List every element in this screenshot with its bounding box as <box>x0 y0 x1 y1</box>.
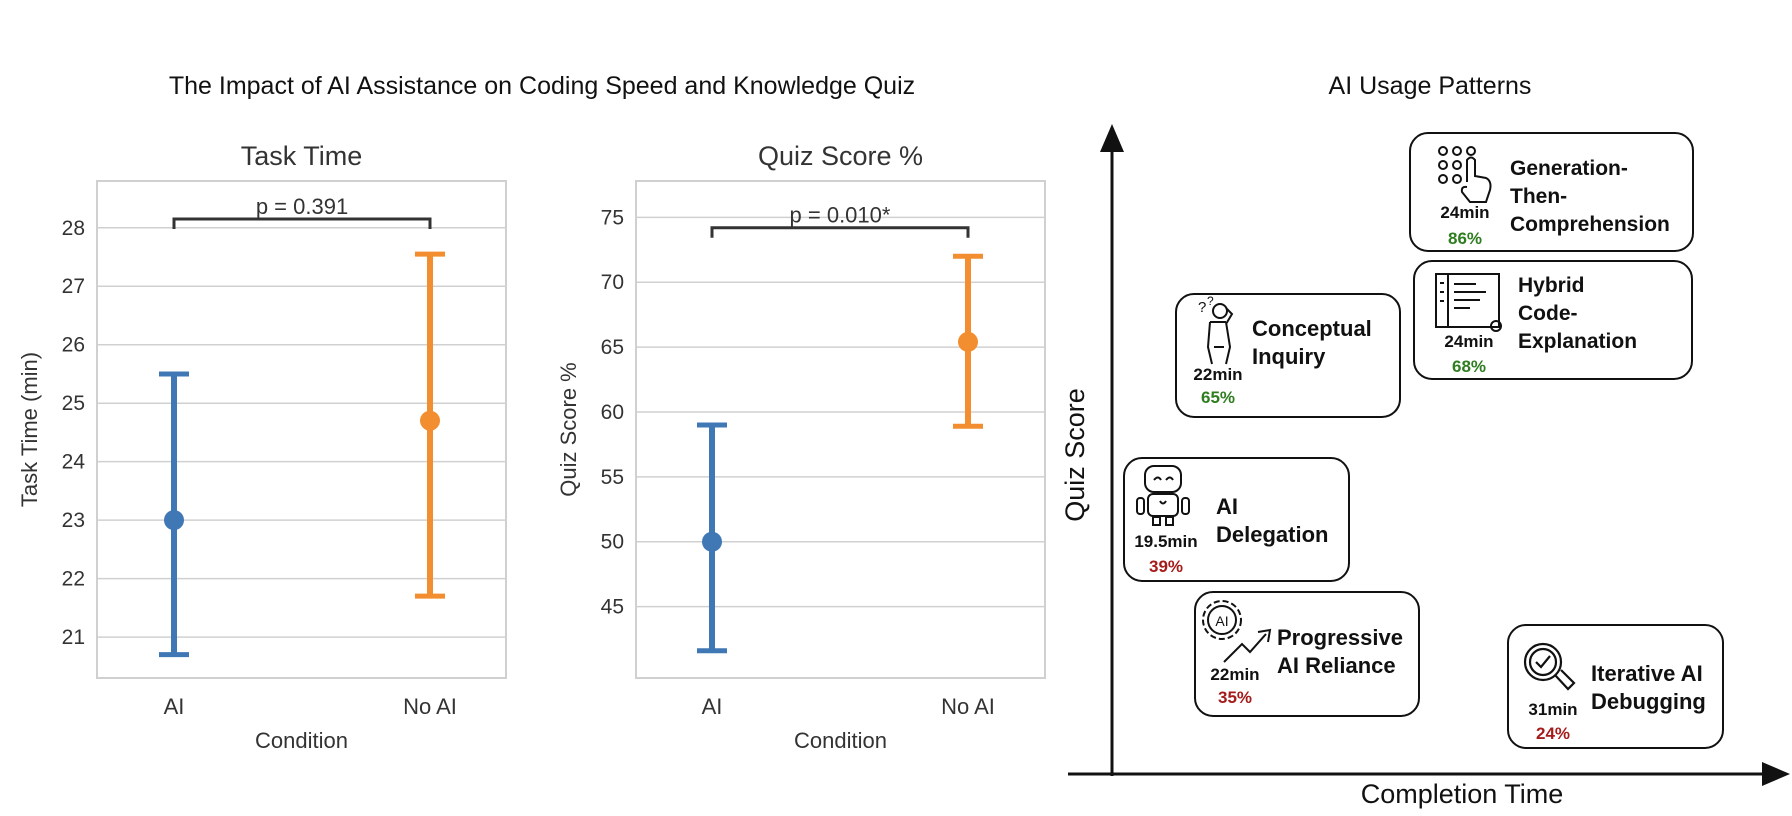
svg-text:?: ? <box>1207 294 1214 308</box>
y-tick-label: 50 <box>601 531 624 554</box>
usage-card: Progressive AI Reliance 22min 35% <box>1194 591 1420 717</box>
usage-card-label: Explanation <box>1518 330 1637 353</box>
y-tick-label: 55 <box>601 466 624 489</box>
figure-left-title: The Impact of AI Assistance on Coding Sp… <box>169 72 915 100</box>
quiz-chart-title: Quiz Score % <box>758 141 923 171</box>
usage-card-label: Then- <box>1510 185 1567 208</box>
y-tick-label: 23 <box>62 509 85 532</box>
y-tick-label: 70 <box>601 271 624 294</box>
y-tick-label: 27 <box>62 275 85 298</box>
usage-card-score: 35% <box>1218 688 1252 707</box>
usage-card-label: Inquiry <box>1252 344 1326 369</box>
usage-card-label: Iterative AI <box>1591 661 1703 686</box>
mean-point <box>958 331 978 352</box>
x-tick-label: AI <box>164 694 185 719</box>
thinking-person-icon: ? ? <box>1198 294 1234 365</box>
usage-card-box <box>1413 260 1693 380</box>
y-tick-label: 24 <box>62 451 86 474</box>
usage-card-time: 24min <box>1444 332 1493 351</box>
quiz-y-axis-label: Quiz Score % <box>556 362 581 497</box>
usage-card-score: 24% <box>1536 724 1570 743</box>
usage-card-box <box>1175 293 1401 418</box>
y-tick-label: 45 <box>601 596 624 619</box>
usage-card: Conceptual Inquiry 22min 65% <box>1175 293 1401 418</box>
mean-point <box>420 410 440 431</box>
p-value-annotation: p = 0.010* <box>790 203 891 228</box>
dots-hand-icon <box>1438 146 1492 203</box>
magnifier-check-icon <box>1523 642 1576 691</box>
y-tick-label: 25 <box>62 392 85 415</box>
y-tick-label: 22 <box>62 568 85 591</box>
usage-card-time: 22min <box>1210 665 1259 684</box>
document-icon <box>1435 273 1502 332</box>
usage-card-box <box>1123 457 1350 582</box>
usage-card-box <box>1507 624 1724 749</box>
usage-card-label: Comprehension <box>1510 213 1670 236</box>
usage-card-label: Generation- <box>1510 157 1628 180</box>
x-axis-arrowhead <box>1762 762 1790 786</box>
usage-card-time: 22min <box>1193 365 1242 384</box>
significance-bracket <box>172 217 432 230</box>
usage-card-label: Conceptual <box>1252 316 1372 341</box>
task-time-panel: 21 22 23 24 25 26 27 28 Task Time Condition Task T… <box>17 141 507 753</box>
usage-card-box <box>1194 591 1420 717</box>
usage-card: AI Delegation 19.5min 39% <box>1123 457 1350 582</box>
usage-card-time: 31min <box>1528 700 1577 719</box>
y-tick-label: 60 <box>601 401 624 424</box>
usage-card-score: 86% <box>1448 229 1482 248</box>
usage-card-label: Debugging <box>1591 689 1706 714</box>
quiz-x-axis-label: Condition <box>794 728 887 753</box>
y-tick-label: 75 <box>601 206 624 229</box>
y-tick-label: 26 <box>62 334 85 357</box>
usage-card-label: Delegation <box>1216 522 1328 547</box>
x-tick-label: AI <box>702 694 723 719</box>
usage-card-label: AI Reliance <box>1277 653 1396 678</box>
y-tick-label: 28 <box>62 217 85 240</box>
usage-x-axis-label: Completion Time <box>1361 779 1564 809</box>
usage-card-score: 65% <box>1201 388 1235 407</box>
x-tick-label: No AI <box>941 694 995 719</box>
usage-patterns-panel: Iterative AI Debugging 31min 24% Progressive… <box>1060 124 1790 809</box>
robot-icon <box>1136 465 1190 526</box>
usage-card: Iterative AI Debugging 31min 24% <box>1507 624 1724 749</box>
svg-text:?: ? <box>1198 299 1206 316</box>
usage-card-score: 68% <box>1452 357 1486 376</box>
figure-right-title: AI Usage Patterns <box>1329 72 1532 100</box>
mean-point <box>164 510 184 531</box>
svg-text:AI: AI <box>1215 613 1228 629</box>
significance-bracket <box>710 226 970 238</box>
usage-y-axis-label: Quiz Score <box>1060 388 1090 522</box>
task-y-axis-label: Task Time (min) <box>17 352 42 507</box>
mean-point <box>702 531 722 552</box>
x-tick-label: No AI <box>403 694 457 719</box>
usage-card-time: 19.5min <box>1134 532 1197 551</box>
plot-frame <box>635 180 1046 679</box>
task-chart-title: Task Time <box>241 141 363 171</box>
y-tick-label: 21 <box>62 626 85 649</box>
y-axis-arrowhead <box>1100 124 1124 152</box>
plot-frame <box>96 180 507 679</box>
usage-card: Hybrid Code- Explanation 24min 68% <box>1413 260 1693 380</box>
quiz-score-panel: 45 50 55 60 65 70 75 Quiz Score % Condition Quiz … <box>556 141 1046 753</box>
usage-card-box <box>1409 132 1694 252</box>
usage-card: Generation- Then- Comprehension 24min 86% <box>1409 132 1694 252</box>
p-value-annotation: p = 0.391 <box>256 194 348 219</box>
usage-card-label: Code- <box>1518 302 1578 325</box>
usage-card-score: 39% <box>1149 557 1183 576</box>
y-tick-label: 65 <box>601 336 624 359</box>
task-x-axis-label: Condition <box>255 728 348 753</box>
usage-card-label: Progressive <box>1277 625 1403 650</box>
usage-card-label: AI <box>1216 494 1238 519</box>
usage-card-time: 24min <box>1440 203 1489 222</box>
ai-gear-trend-icon: AI <box>1202 600 1272 663</box>
usage-card-label: Hybrid <box>1518 274 1585 297</box>
